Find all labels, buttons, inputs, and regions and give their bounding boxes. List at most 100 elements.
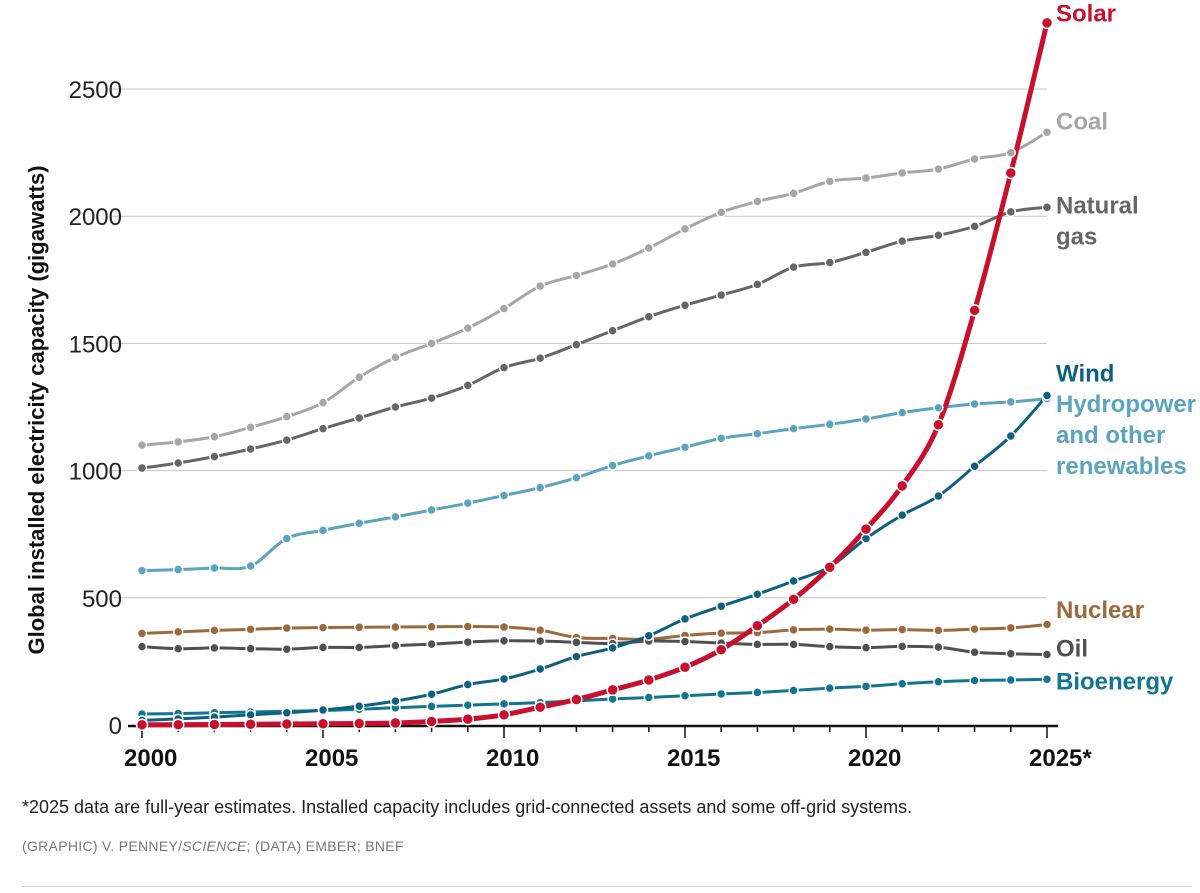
series-label-line: Hydropower bbox=[1056, 391, 1196, 418]
data-point-nuclear-2003 bbox=[245, 624, 256, 635]
data-point-wind-2012 bbox=[571, 651, 582, 662]
data-point-wind-2005 bbox=[317, 704, 329, 716]
data-point-hydropower-and-other-renewables-2003 bbox=[245, 560, 256, 572]
data-point-hydropower-and-other-renewables-2017 bbox=[752, 428, 763, 439]
data-point-bioenergy-2015 bbox=[679, 690, 691, 701]
data-point-nuclear-2023 bbox=[969, 623, 980, 635]
data-point-natural-gas-2007 bbox=[390, 401, 401, 413]
data-point-solar-2014 bbox=[642, 673, 656, 687]
credit-suffix: ; (DATA) EMBER; BNEF bbox=[246, 838, 404, 854]
data-point-solar-2000 bbox=[135, 718, 149, 731]
y-tick-label-1000: 1000 bbox=[69, 459, 122, 486]
data-point-natural-gas-2023 bbox=[969, 221, 980, 232]
x-tick-label-2020: 2020 bbox=[848, 745, 901, 772]
data-point-solar-2022 bbox=[932, 418, 945, 432]
data-point-natural-gas-2005 bbox=[317, 423, 329, 434]
x-tick-label-2025: 2025* bbox=[1029, 745, 1092, 772]
data-point-wind-2007 bbox=[390, 695, 401, 707]
data-point-wind-2013 bbox=[607, 642, 618, 654]
y-axis: 0 500 1000 1500 2000 2500 bbox=[69, 77, 122, 740]
data-point-natural-gas-2012 bbox=[571, 339, 582, 350]
data-point-bioenergy-2014 bbox=[643, 692, 655, 703]
data-point-oil-2012 bbox=[571, 637, 582, 648]
credit-line: (GRAPHIC) V. PENNEY/SCIENCE; (DATA) EMBE… bbox=[22, 838, 404, 854]
data-point-hydropower-and-other-renewables-2021 bbox=[896, 407, 908, 418]
data-point-oil-2010 bbox=[498, 635, 510, 647]
series-label-hydropower-and-other-renewables: Hydropower and other renewables bbox=[1056, 391, 1196, 480]
data-point-hydropower-and-other-renewables-2014 bbox=[643, 450, 655, 462]
data-point-nuclear-2004 bbox=[281, 622, 293, 634]
credit-publication: SCIENCE bbox=[182, 838, 247, 854]
data-point-coal-2009 bbox=[462, 322, 474, 334]
x-axis: 2000 2005 2010 2015 2020 2025* bbox=[124, 724, 1092, 772]
data-point-wind-2024 bbox=[1005, 430, 1017, 442]
data-point-hydropower-and-other-renewables-2023 bbox=[969, 398, 980, 410]
data-point-bioenergy-2022 bbox=[933, 676, 944, 688]
data-point-coal-2013 bbox=[607, 258, 618, 270]
series-label-line: Solar bbox=[1056, 1, 1116, 28]
data-point-natural-gas-2009 bbox=[462, 380, 474, 391]
line-chart: 0 500 1000 1500 2000 2500 2000 2005 2010 2015 202… bbox=[24, 1, 1196, 772]
data-point-coal-2007 bbox=[390, 352, 401, 363]
data-point-wind-2014 bbox=[643, 630, 655, 641]
series-label-coal: Coal bbox=[1056, 109, 1108, 136]
data-point-nuclear-2020 bbox=[860, 624, 872, 636]
x-tick-label-2005: 2005 bbox=[305, 745, 358, 772]
data-point-wind-2021 bbox=[896, 509, 908, 521]
series-line-hydropower-and-other-renewables bbox=[140, 397, 1049, 573]
data-point-natural-gas-2000 bbox=[136, 462, 148, 474]
data-point-oil-2011 bbox=[534, 635, 546, 647]
data-point-hydropower-and-other-renewables-2018 bbox=[788, 423, 799, 434]
data-point-hydropower-and-other-renewables-2000 bbox=[136, 565, 148, 576]
data-point-natural-gas-2019 bbox=[824, 257, 836, 268]
data-point-wind-2020 bbox=[860, 533, 872, 544]
data-point-solar-2020 bbox=[859, 522, 873, 536]
data-point-bioenergy-2023 bbox=[969, 675, 980, 686]
data-point-oil-2020 bbox=[860, 642, 872, 653]
data-point-bioenergy-2020 bbox=[860, 681, 872, 692]
series-label-line: Coal bbox=[1056, 109, 1108, 136]
data-point-hydropower-and-other-renewables-2022 bbox=[933, 402, 944, 414]
series-line-wind bbox=[140, 394, 1049, 722]
data-point-coal-2005 bbox=[317, 397, 329, 408]
data-point-coal-2015 bbox=[679, 223, 691, 235]
data-point-natural-gas-2022 bbox=[933, 230, 944, 241]
data-point-oil-2025 bbox=[1041, 649, 1053, 660]
data-point-natural-gas-2006 bbox=[353, 412, 365, 424]
y-tick-label-1500: 1500 bbox=[69, 331, 122, 358]
data-point-solar-2011 bbox=[533, 700, 547, 714]
footnote: *2025 data are full-year estimates. Inst… bbox=[22, 797, 913, 817]
data-point-natural-gas-2018 bbox=[788, 261, 799, 273]
data-point-solar-2015 bbox=[678, 661, 692, 674]
data-point-natural-gas-2016 bbox=[715, 289, 727, 301]
data-point-hydropower-and-other-renewables-2012 bbox=[571, 472, 582, 483]
data-point-wind-2017 bbox=[752, 588, 763, 600]
series-label-line: and other bbox=[1056, 422, 1165, 449]
data-point-hydropower-and-other-renewables-2007 bbox=[390, 511, 401, 523]
data-point-hydropower-and-other-renewables-2005 bbox=[317, 525, 329, 536]
series-label-oil: Oil bbox=[1056, 635, 1088, 662]
data-point-wind-2016 bbox=[715, 600, 727, 612]
x-tick-label-2015: 2015 bbox=[667, 745, 720, 772]
data-point-natural-gas-2008 bbox=[426, 392, 437, 404]
data-point-natural-gas-2015 bbox=[679, 299, 691, 311]
data-point-wind-2022 bbox=[933, 490, 944, 502]
series-label-line: Natural bbox=[1056, 193, 1139, 220]
data-point-oil-2007 bbox=[390, 640, 401, 651]
series-label-solar: Solar bbox=[1056, 1, 1116, 28]
data-point-natural-gas-2004 bbox=[281, 434, 293, 446]
data-point-natural-gas-2020 bbox=[860, 247, 872, 258]
data-point-oil-2003 bbox=[245, 643, 256, 654]
data-point-wind-2004 bbox=[281, 707, 293, 719]
data-point-bioenergy-2021 bbox=[896, 678, 908, 690]
data-point-solar-2003 bbox=[244, 717, 257, 731]
series-labels: Coal Natural gas Hydropower and other renewab… bbox=[1056, 1, 1196, 696]
series-label-wind: Wind bbox=[1056, 361, 1114, 388]
data-point-bioenergy-2019 bbox=[824, 682, 836, 694]
data-point-hydropower-and-other-renewables-2015 bbox=[679, 441, 691, 453]
data-point-nuclear-2022 bbox=[933, 625, 944, 636]
data-point-hydropower-and-other-renewables-2002 bbox=[209, 562, 220, 574]
data-point-solar-2017 bbox=[751, 619, 764, 633]
data-point-natural-gas-2003 bbox=[245, 443, 256, 455]
bottom-divider bbox=[22, 886, 1192, 887]
